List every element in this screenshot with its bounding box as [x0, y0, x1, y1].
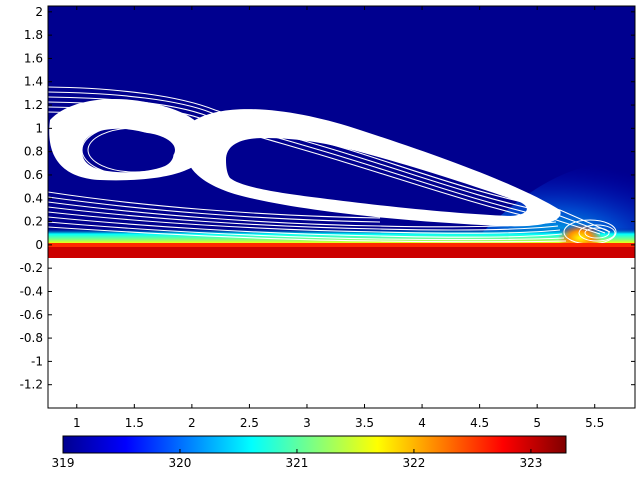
colorbar-tick-label: 323 — [519, 456, 542, 470]
y-tick-label: 1.2 — [24, 98, 43, 112]
colorbar-ticks: 319 320 321 322 323 — [52, 449, 542, 470]
x-tick-label: 3.5 — [355, 416, 374, 430]
y-tick-label: 2 — [35, 5, 43, 19]
y-tick-label: 0.8 — [24, 145, 43, 159]
temperature-field — [48, 6, 635, 258]
x-tick-label: 1.5 — [125, 416, 144, 430]
hot-wall-surface — [48, 243, 635, 247]
colorbar-gradient — [62, 435, 567, 454]
y-tick-label: 0 — [35, 238, 43, 252]
y-tick-label: 1.6 — [24, 51, 43, 65]
x-axis: 1 1.5 2 2.5 3 3.5 4 4.5 5 5.5 — [73, 6, 604, 430]
y-tick-label: 1.4 — [24, 75, 43, 89]
y-tick-label: -1.2 — [20, 378, 43, 392]
x-tick-label: 2 — [188, 416, 196, 430]
y-tick-label: 0.2 — [24, 215, 43, 229]
main-recirculation-band — [185, 109, 561, 227]
upstream-vortex-core — [81, 123, 189, 177]
colorbar: 319 320 321 322 323 — [52, 435, 567, 470]
x-tick-label: 1 — [73, 416, 81, 430]
upstream-recirculation-band — [49, 98, 209, 181]
y-tick-label: -0.8 — [20, 331, 43, 345]
x-tick-label: 5.5 — [585, 416, 604, 430]
colorbar-tick-label: 321 — [286, 456, 309, 470]
colorbar-tick-label: 319 — [52, 456, 75, 470]
x-tick-label: 3 — [303, 416, 311, 430]
x-tick-label: 4.5 — [470, 416, 489, 430]
y-axis: 2 1.8 1.6 1.4 1.2 1 0.8 0.6 0.4 0.2 0 -0.2 -0.4 -0.6 -… — [20, 5, 635, 392]
x-tick-label: 4 — [418, 416, 426, 430]
y-tick-label: 0.6 — [24, 168, 43, 182]
hot-wall — [48, 246, 635, 258]
y-tick-label: 1 — [35, 121, 43, 135]
y-tick-label: -0.4 — [20, 284, 43, 298]
y-tick-label: 1.8 — [24, 28, 43, 42]
x-tick-label: 5 — [533, 416, 541, 430]
colorbar-tick-label: 322 — [402, 456, 425, 470]
y-tick-label: 0.4 — [24, 191, 43, 205]
colorbar-tick-label: 320 — [169, 456, 192, 470]
y-tick-label: -0.2 — [20, 261, 43, 275]
y-tick-label: -1 — [31, 354, 43, 368]
x-tick-label: 2.5 — [240, 416, 259, 430]
plot-frame — [47, 5, 636, 409]
y-tick-label: -0.6 — [20, 308, 43, 322]
